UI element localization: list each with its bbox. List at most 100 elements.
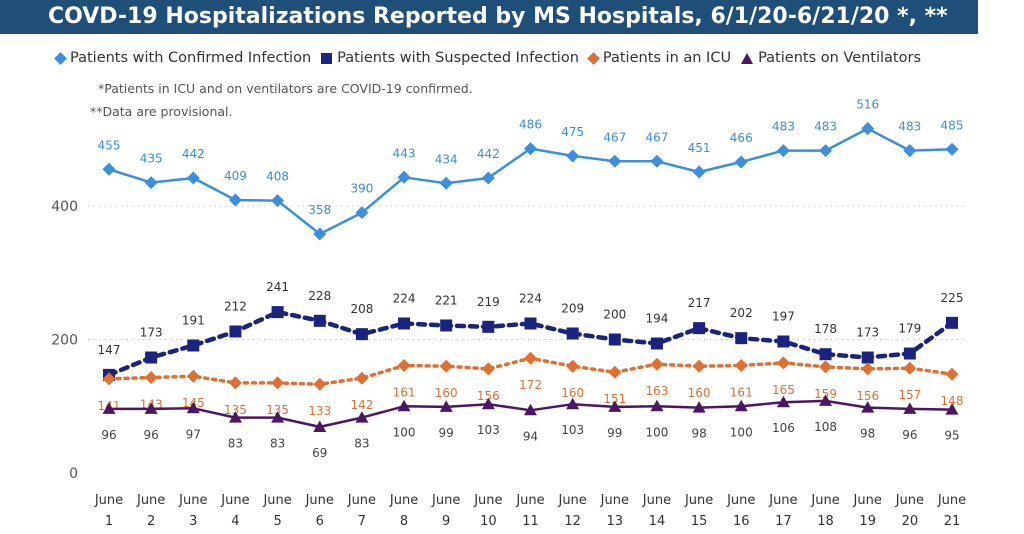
data-label-suspected: 147 (98, 343, 121, 357)
data-label-icu: 148 (941, 394, 964, 408)
data-point-suspected (819, 348, 832, 361)
data-label-confirmed: 466 (730, 131, 753, 145)
data-point-suspected (946, 316, 958, 329)
x-tick-label-month: June (557, 493, 586, 508)
x-tick-label-month: June (305, 493, 334, 508)
data-point-ventilators (228, 411, 242, 423)
data-label-icu: 135 (224, 403, 247, 417)
data-point-suspected (693, 322, 706, 335)
data-label-icu: 165 (772, 383, 795, 397)
data-label-ventilators: 96 (902, 428, 917, 442)
x-tick-label-day: 11 (522, 514, 539, 529)
data-label-suspected: 219 (477, 295, 500, 309)
data-point-ventilators (608, 400, 622, 412)
data-label-suspected: 200 (603, 308, 626, 322)
data-label-ventilators: 96 (101, 428, 116, 442)
data-label-ventilators: 98 (860, 427, 875, 441)
data-point-ventilators (566, 397, 580, 410)
data-point-ventilators (439, 400, 453, 412)
data-label-icu: 160 (688, 386, 711, 400)
x-tick-label-day: 12 (564, 514, 581, 529)
x-tick-label-month: June (389, 493, 418, 508)
y-tick-label: 200 (51, 333, 78, 349)
data-point-suspected (229, 325, 242, 338)
data-point-confirmed (945, 142, 959, 156)
data-point-ventilators (650, 399, 664, 412)
data-point-suspected (313, 314, 326, 327)
y-tick-label: 0 (69, 466, 78, 482)
data-label-suspected: 221 (435, 293, 458, 307)
data-label-icu: 161 (730, 386, 753, 400)
x-tick-label-month: June (726, 493, 755, 508)
x-tick-label-month: June (220, 493, 249, 508)
data-label-confirmed: 443 (393, 146, 416, 160)
data-point-suspected (355, 328, 368, 341)
data-label-ventilators: 100 (730, 425, 753, 439)
legend-item-icu: Patients in an ICU (587, 50, 731, 66)
y-tick-label: 400 (51, 199, 78, 215)
data-label-ventilators: 95 (944, 429, 959, 443)
data-label-confirmed: 409 (224, 169, 247, 183)
data-point-ventilators (776, 395, 790, 408)
data-label-icu: 172 (519, 378, 542, 392)
data-label-ventilators: 97 (186, 427, 201, 441)
data-point-icu (144, 371, 158, 385)
x-tick-label-month: June (136, 493, 165, 508)
data-label-confirmed: 483 (898, 120, 921, 134)
x-tick-label-month: June (600, 493, 629, 508)
data-label-icu: 163 (645, 384, 668, 398)
data-label-icu: 159 (814, 387, 837, 401)
data-point-icu (776, 356, 790, 370)
data-point-confirmed (861, 122, 875, 136)
data-label-ventilators: 94 (523, 429, 538, 443)
data-point-confirmed (776, 144, 790, 158)
x-tick-label-day: 15 (691, 514, 708, 529)
data-point-suspected (735, 332, 748, 345)
data-point-suspected (608, 333, 621, 346)
data-label-ventilators: 69 (312, 446, 327, 460)
data-point-icu (186, 369, 200, 383)
x-tick-label-month: June (178, 493, 207, 508)
x-tick-label-day: 18 (817, 514, 834, 529)
data-point-icu (692, 359, 706, 373)
data-label-confirmed: 435 (140, 152, 163, 166)
data-point-suspected (440, 319, 453, 332)
data-label-suspected: 173 (856, 326, 879, 340)
data-label-confirmed: 475 (561, 125, 584, 139)
data-label-confirmed: 358 (308, 203, 331, 217)
data-point-ventilators (397, 399, 411, 412)
x-tick-label-month: June (642, 493, 671, 508)
data-point-confirmed (313, 227, 327, 241)
data-label-icu: 151 (603, 392, 626, 406)
x-tick-label-day: 5 (273, 514, 281, 529)
data-point-suspected (524, 317, 537, 330)
data-point-suspected (566, 327, 579, 340)
data-label-ventilators: 96 (144, 428, 159, 442)
data-point-confirmed (397, 170, 411, 184)
data-label-icu: 156 (477, 389, 500, 403)
data-label-suspected: 224 (519, 291, 542, 305)
data-point-confirmed (271, 194, 285, 208)
x-tick-label-day: 9 (442, 514, 450, 529)
data-point-confirmed (734, 155, 748, 169)
data-point-ventilators (692, 401, 706, 413)
data-label-confirmed: 516 (856, 98, 879, 112)
x-tick-label-month: June (895, 493, 924, 508)
data-label-ventilators: 83 (228, 437, 243, 451)
data-label-ventilators: 100 (645, 425, 668, 439)
data-point-ventilators (355, 411, 369, 423)
x-tick-label-month: June (262, 493, 291, 508)
data-point-icu (102, 372, 116, 386)
data-point-confirmed (228, 193, 242, 207)
data-label-suspected: 191 (182, 314, 205, 328)
x-tick-label-day: 3 (189, 514, 197, 529)
data-label-suspected: 217 (688, 296, 711, 310)
footnote-provisional: **Data are provisional. (90, 104, 233, 119)
x-tick-label-day: 7 (358, 514, 366, 529)
data-label-icu: 156 (856, 389, 879, 403)
data-point-suspected (903, 347, 916, 360)
data-point-suspected (650, 337, 663, 350)
data-label-confirmed: 486 (519, 118, 542, 132)
data-label-icu: 133 (308, 404, 331, 418)
data-label-confirmed: 485 (941, 118, 964, 132)
